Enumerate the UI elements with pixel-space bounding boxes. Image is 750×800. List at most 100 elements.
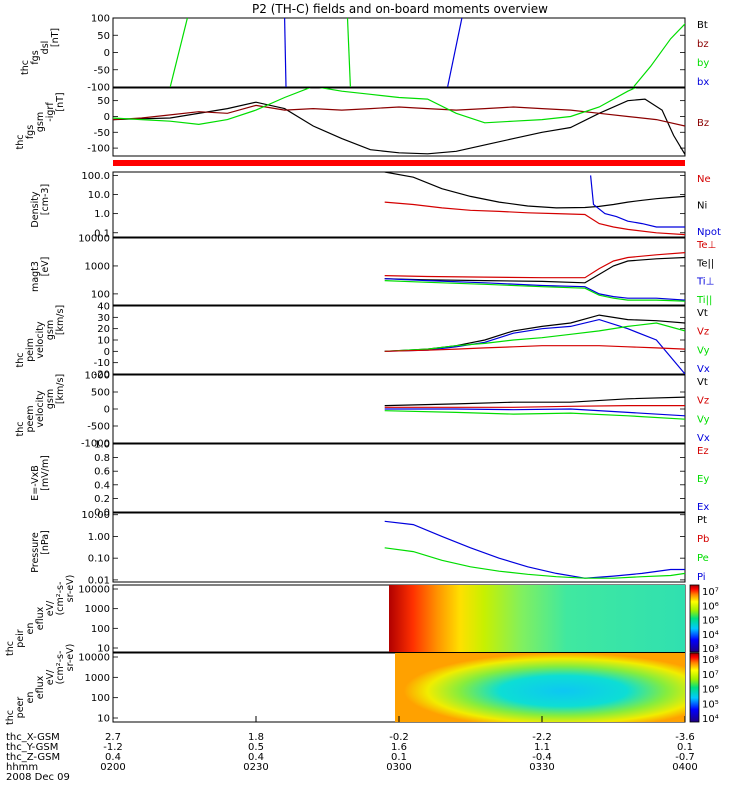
legend-ti: Ti|| xyxy=(696,295,712,306)
y-axis-label-line: thc xyxy=(15,353,26,368)
y-axis-label-line: en xyxy=(25,623,36,635)
mode-bar xyxy=(113,160,685,166)
y-tick-label: 40 xyxy=(97,302,110,313)
footer-value: 0330 xyxy=(529,762,554,773)
series-by xyxy=(346,18,351,87)
y-axis-label-line: [nT] xyxy=(50,28,61,47)
y-tick-label: 0.1 xyxy=(94,228,110,239)
legend-vx: Vx xyxy=(697,364,710,375)
y-tick-label: -500 xyxy=(87,422,110,433)
legend-ne: Ne xyxy=(697,174,711,185)
panel-frame xyxy=(112,87,686,157)
y-tick-label: 500 xyxy=(91,388,110,399)
legend-bx: bx xyxy=(697,77,709,88)
legend-te: Te|| xyxy=(696,258,714,269)
y-axis-label-line: eflux xyxy=(35,675,46,699)
y-tick-label: -100 xyxy=(87,144,110,155)
y-axis-label-line: (cm²-s- xyxy=(55,651,66,685)
footer-value: -1.2 xyxy=(103,742,123,753)
legend-vt: Vt xyxy=(697,308,708,319)
y-axis-label: thc peem velocity gsm [km/s] xyxy=(15,374,66,437)
y-axis-label-line: peer xyxy=(15,697,26,719)
legend-ez: Ez xyxy=(697,446,709,457)
y-axis-label-line: peem xyxy=(25,406,36,433)
y-axis-label-line: eV/ xyxy=(45,600,56,616)
colorbar-label: 10⁶ xyxy=(702,601,719,612)
series-vx xyxy=(384,408,685,417)
y-tick-label: 30 xyxy=(97,313,110,324)
footer-value: -0.2 xyxy=(389,732,409,743)
panel-frame xyxy=(112,305,686,375)
colorbar-label: 10⁵ xyxy=(702,699,719,710)
legend-ti: Ti⊥ xyxy=(696,277,714,288)
y-axis-label-line: (cm²-s- xyxy=(55,582,66,616)
y-axis-label-line: thc xyxy=(20,60,31,75)
y-axis-label-line: Pressure xyxy=(30,532,41,573)
colorbar-label: 10⁶ xyxy=(702,685,719,696)
series-bx xyxy=(447,18,463,87)
y-axis-label-line: [nT] xyxy=(55,92,66,111)
legend-ni: Ni xyxy=(697,201,707,212)
colorbar-label: 10⁴ xyxy=(702,630,719,641)
y-tick-label: 10000 xyxy=(78,585,110,596)
y-axis-label-line: fgs xyxy=(25,125,36,139)
series-vz xyxy=(384,345,685,352)
series-vt xyxy=(384,396,685,407)
y-axis-label: thc peim velocity gsm [km/s] xyxy=(15,305,66,368)
legend-pt: Pt xyxy=(697,515,707,526)
footer-value: -2.2 xyxy=(532,732,552,743)
y-axis-label: E=-VxB [mV/m] xyxy=(30,455,51,501)
footer-value: 0400 xyxy=(672,762,697,773)
y-tick-label: 50 xyxy=(97,31,110,42)
series-bt xyxy=(113,98,685,155)
y-axis-label-line: gsm xyxy=(45,389,56,409)
footer-label-time: hhmm xyxy=(6,762,38,773)
legend-vz: Vz xyxy=(697,327,709,338)
y-tick-label: 0 xyxy=(104,112,110,123)
panel-frame xyxy=(112,443,686,513)
y-tick-label: 1.00 xyxy=(88,532,110,543)
y-tick-label: 1000 xyxy=(85,604,110,615)
y-tick-label: -20 xyxy=(94,370,110,381)
legend-ex: Ex xyxy=(697,502,709,513)
y-axis-label-line: dsl xyxy=(40,41,51,55)
legend-vx: Vx xyxy=(697,433,710,444)
y-axis-label-line: gsm xyxy=(45,320,56,340)
panel-density: 100.0 10.0 1.0 0.1 Density [cm-3] Ne Ni Npot xyxy=(30,171,721,239)
peir-spectrogram-image xyxy=(389,585,685,652)
panel-frame xyxy=(112,237,686,306)
panel-peem_velocity: 1000 500 0 -500 -1000 thc peem velocity gsm [km/s… xyxy=(15,371,710,450)
footer-value: 0200 xyxy=(100,762,125,773)
y-axis-label-line: Density xyxy=(30,191,41,227)
y-tick-label: 1000 xyxy=(85,673,110,684)
legend-te: Te⊥ xyxy=(696,240,716,251)
legend-bt: Bt xyxy=(697,20,708,31)
footer-value: 0.5 xyxy=(248,742,264,753)
y-tick-label: 0 xyxy=(104,48,110,59)
colorbar-label: 10³ xyxy=(702,644,719,655)
footer-label-z: thc_Z-GSM xyxy=(6,752,60,763)
y-axis-label-line: [eV] xyxy=(40,257,51,277)
y-tick-label: 0.4 xyxy=(94,480,110,491)
panel-pressure: 10.00 1.00 0.10 0.01 Pressure [nPa] Pt Pb Pe Pi xyxy=(30,510,709,586)
series-bx xyxy=(113,88,637,126)
footer-value: 0230 xyxy=(243,762,268,773)
y-axis-label-line: velocity xyxy=(35,321,46,359)
y-tick-label: 10 xyxy=(97,644,110,655)
panel-frame xyxy=(112,512,686,583)
y-tick-label: 0.8 xyxy=(94,453,110,464)
y-axis-label-line: gsm xyxy=(35,112,46,132)
peer-spectrogram-image xyxy=(395,653,685,722)
series-vy xyxy=(384,410,685,420)
footer-value: 1.1 xyxy=(534,742,550,753)
series-pi xyxy=(384,520,685,579)
y-tick-label: 10000 xyxy=(78,653,110,664)
footer-value: 0300 xyxy=(386,762,411,773)
footer-value: 0.1 xyxy=(391,752,407,763)
y-axis-label-line: velocity xyxy=(35,390,46,428)
colorbar-label: 10⁵ xyxy=(702,616,719,627)
legend-pb: Pb xyxy=(697,534,709,545)
